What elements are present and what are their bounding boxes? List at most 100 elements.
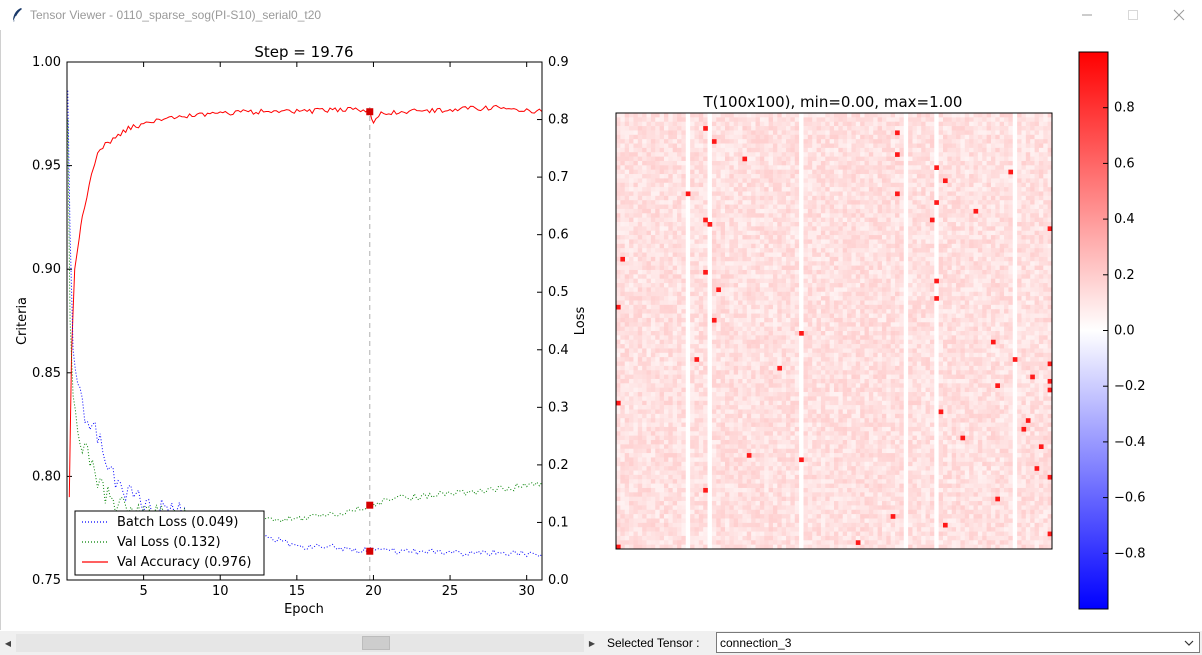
heatmap-cell — [912, 187, 918, 192]
heatmap-cell — [746, 296, 752, 301]
heatmap-cell — [829, 187, 835, 192]
heatmap-cell — [642, 165, 647, 170]
heatmap-cell — [655, 296, 660, 301]
heatmap-cell — [838, 147, 844, 153]
heatmap-cell — [868, 195, 874, 201]
heatmap-cell — [929, 213, 935, 218]
heatmap-cell — [1021, 213, 1027, 218]
heatmap-cell — [812, 191, 817, 197]
heatmap-cell — [881, 269, 887, 275]
heatmap-cell — [803, 143, 809, 149]
heatmap-cell — [690, 117, 695, 123]
heatmap-cell — [842, 296, 848, 301]
heatmap-cell — [759, 121, 765, 127]
heatmap-cell — [838, 230, 844, 236]
heatmap-cell — [799, 309, 804, 314]
heatmap-cell — [908, 274, 913, 279]
heatmap-cell — [886, 322, 891, 327]
heatmap-cell — [633, 156, 639, 162]
heatmap-cell — [1017, 256, 1022, 262]
heatmap-cell — [916, 309, 922, 314]
heatmap-cell — [803, 304, 809, 310]
heatmap-cell — [820, 274, 826, 279]
heatmap-cell — [772, 222, 778, 227]
heatmap-cell — [646, 213, 652, 218]
heatmap-cell — [620, 269, 626, 275]
heatmap-cell — [1043, 217, 1048, 223]
maximize-button[interactable] — [1110, 0, 1156, 30]
heatmap-cell — [899, 239, 905, 245]
heatmap-cell — [873, 265, 878, 271]
heatmap-cell — [925, 304, 931, 310]
heatmap-cell — [746, 252, 752, 258]
heatmap-cell — [925, 283, 931, 288]
heatmap-cell — [768, 121, 774, 127]
heatmap-cell — [842, 143, 848, 149]
heatmap-cell — [877, 322, 883, 327]
step-marker-point-2 — [366, 501, 374, 509]
heatmap-cell — [772, 174, 778, 179]
heatmap-cell — [825, 165, 830, 170]
heatmap-cell — [803, 204, 809, 210]
heatmap-cell — [764, 113, 769, 118]
heatmap-cell — [1030, 195, 1035, 201]
heatmap-cell — [755, 309, 761, 314]
heatmap-cell — [698, 317, 704, 323]
heatmap-cell — [921, 178, 926, 184]
heatmap-cell — [738, 117, 743, 123]
heatmap-cell — [956, 313, 961, 319]
heatmap-cell — [903, 291, 909, 297]
heatmap-cell — [616, 182, 621, 188]
heatmap-cell — [624, 317, 630, 323]
heatmap-cell — [677, 182, 682, 188]
heatmap-cell — [995, 256, 1000, 262]
heatmap-cell — [1012, 309, 1018, 314]
heatmap-cell — [716, 317, 721, 323]
heatmap-cell — [964, 156, 970, 162]
heatmap-cell — [820, 304, 826, 310]
heatmap-cell — [729, 208, 735, 214]
heatmap-cell — [742, 278, 748, 284]
heatmap-cell — [707, 230, 713, 236]
heatmap-cell — [929, 152, 935, 157]
heatmap-cell — [812, 147, 817, 153]
heatmap-cell — [803, 130, 809, 136]
heatmap-cell — [812, 265, 817, 271]
heatmap-cell — [851, 230, 857, 236]
heatmap-cell — [825, 174, 830, 179]
heatmap-cell — [838, 208, 844, 214]
heatmap-cell — [916, 322, 922, 327]
heatmap-cell — [982, 239, 987, 245]
heatmap-cell — [812, 134, 817, 140]
y-tick-label-right: 0.8 — [548, 113, 569, 128]
heatmap-cell — [842, 208, 848, 214]
heatmap-cell — [999, 169, 1005, 175]
close-button[interactable] — [1156, 0, 1202, 30]
heatmap-cell — [995, 296, 1000, 301]
heatmap-cell — [925, 178, 931, 184]
heatmap-cell — [642, 243, 647, 249]
heatmap-cell — [777, 117, 782, 123]
heatmap-cell — [677, 235, 682, 240]
heatmap-cell — [973, 304, 979, 310]
heatmap-cell — [663, 126, 669, 131]
heatmap-cell — [825, 313, 830, 319]
minimize-button[interactable] — [1064, 0, 1110, 30]
heatmap-cell — [899, 165, 905, 170]
heatmap-cell — [982, 182, 987, 188]
heatmap-cell — [624, 248, 630, 253]
heatmap-cell — [921, 239, 926, 245]
heatmap-cell — [842, 156, 848, 162]
heatmap-cell — [729, 200, 735, 205]
heatmap-cell — [620, 195, 626, 201]
heatmap-cell — [751, 261, 756, 266]
heatmap-cell — [899, 160, 905, 166]
heatmap-cell — [694, 195, 700, 201]
heatmap-cell — [764, 239, 769, 245]
heatmap-cell — [738, 252, 743, 258]
heatmap-cell — [977, 300, 983, 306]
heatmap-cell — [759, 169, 765, 175]
heatmap-cell — [1021, 134, 1027, 140]
heatmap-cell — [803, 217, 809, 223]
heatmap-cell — [755, 296, 761, 301]
